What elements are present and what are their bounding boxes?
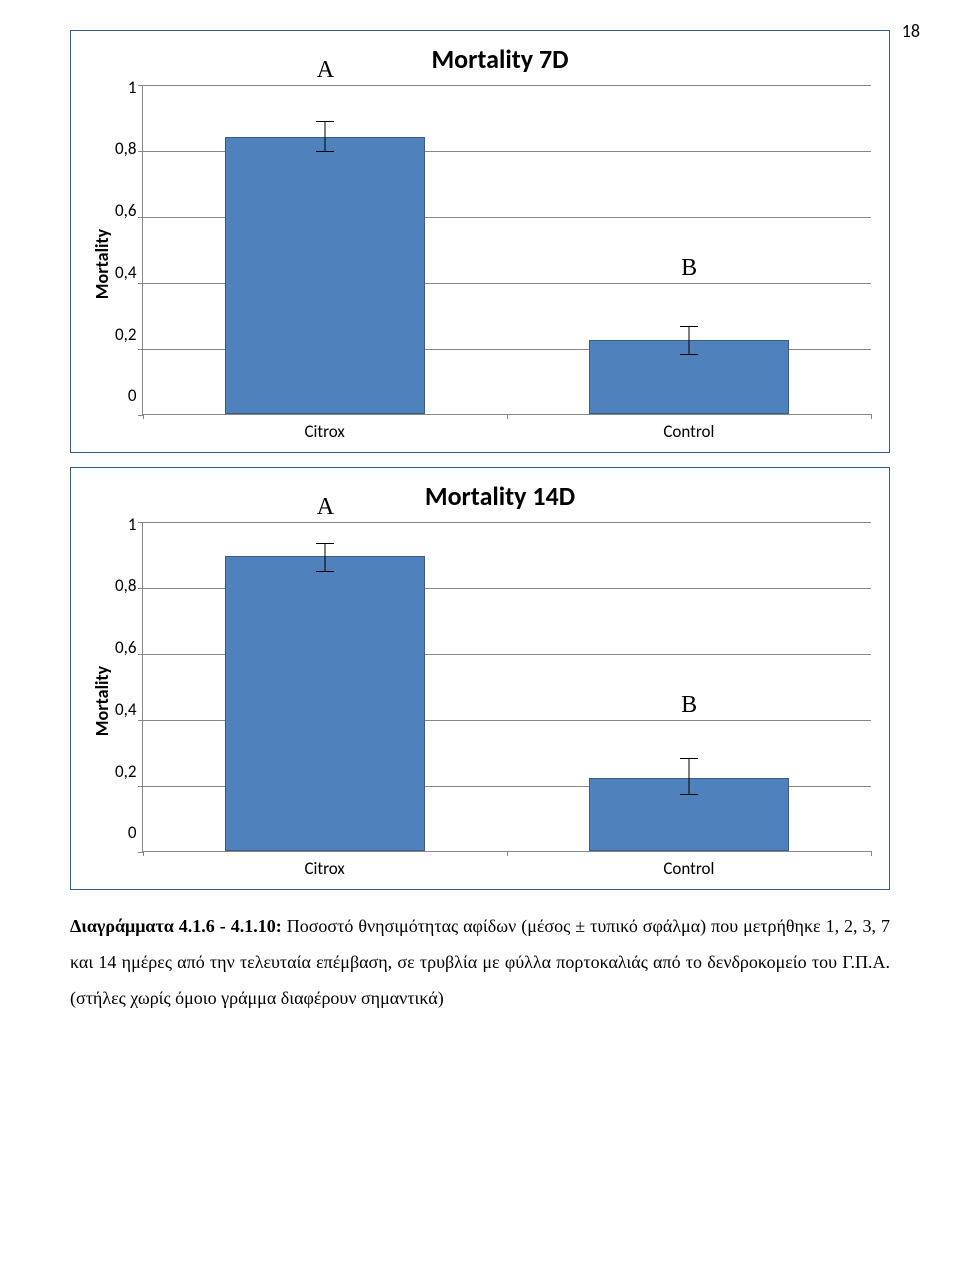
bar-slot: B <box>507 85 871 414</box>
error-bar <box>689 327 690 355</box>
chart-0: Mortality 7DMortality10,80,60,40,20ABCit… <box>70 30 890 453</box>
x-tick-label: Citrox <box>142 421 506 442</box>
figure-caption: Διαγράμματα 4.1.6 - 4.1.10: Ποσοστό θνησ… <box>70 908 890 1016</box>
plot: AB <box>142 522 871 852</box>
x-tick-label: Citrox <box>142 858 506 879</box>
error-cap-top <box>680 758 698 759</box>
chart-1: Mortality 14DMortality10,80,60,40,20ABCi… <box>70 467 890 890</box>
y-axis-label: Mortality <box>89 522 115 879</box>
y-ticks: 1 0,8 0,6 0,4 0,2 0 <box>115 77 142 407</box>
bar-letter: B <box>681 255 697 282</box>
x-tick-mark <box>507 414 508 419</box>
error-cap-bottom <box>680 794 698 795</box>
error-bar <box>325 122 326 152</box>
bar-letter: A <box>317 57 334 84</box>
caption-lead: Διαγράμματα 4.1.6 - 4.1.10: <box>70 916 282 936</box>
bar <box>225 137 425 414</box>
bar-letter: A <box>317 494 334 521</box>
y-tick-label: 0,6 <box>115 637 136 658</box>
chart-body: Mortality10,80,60,40,20ABCitroxControl <box>89 85 871 442</box>
page: 18 Mortality 7DMortality10,80,60,40,20AB… <box>0 0 960 1084</box>
y-ticks: 1 0,8 0,6 0,4 0,2 0 <box>115 514 142 844</box>
y-tick-label: 0,2 <box>115 324 136 345</box>
y-tick-label: 0 <box>128 822 137 843</box>
chart-title: Mortality 14D <box>89 480 871 512</box>
x-tick-label: Control <box>507 421 871 442</box>
error-cap-top <box>316 543 334 544</box>
x-tick-label: Control <box>507 858 871 879</box>
y-axis-label: Mortality <box>89 85 115 442</box>
page-number: 18 <box>902 20 920 42</box>
x-ticks: CitroxControl <box>142 852 871 879</box>
y-tick-label: 0 <box>128 385 137 406</box>
x-tick-mark <box>507 851 508 856</box>
bar-slot: A <box>143 522 507 851</box>
error-cap-top <box>680 326 698 327</box>
error-cap-bottom <box>316 571 334 572</box>
bar-slot: A <box>143 85 507 414</box>
plot-area: ABCitroxControl <box>142 85 871 442</box>
x-tick-mark <box>871 851 872 856</box>
y-tick-label: 0,6 <box>115 200 136 221</box>
x-ticks: CitroxControl <box>142 415 871 442</box>
y-tick-label: 0,4 <box>115 699 136 720</box>
plot-area: ABCitroxControl <box>142 522 871 879</box>
y-tick-label: 0,2 <box>115 761 136 782</box>
bars: AB <box>143 85 871 414</box>
error-cap-top <box>316 121 334 122</box>
y-tick-label: 1 <box>128 77 137 98</box>
y-tick-label: 1 <box>128 514 137 535</box>
y-tick-label: 0,8 <box>115 138 136 159</box>
chart-body: Mortality10,80,60,40,20ABCitroxControl <box>89 522 871 879</box>
charts-container: Mortality 7DMortality10,80,60,40,20ABCit… <box>70 30 890 890</box>
chart-title: Mortality 7D <box>89 43 871 75</box>
bars: AB <box>143 522 871 851</box>
y-tick-label: 0,8 <box>115 575 136 596</box>
error-bar <box>689 759 690 795</box>
bar-slot: B <box>507 522 871 851</box>
x-tick-mark <box>143 414 144 419</box>
x-tick-mark <box>871 414 872 419</box>
error-cap-bottom <box>316 151 334 152</box>
x-tick-mark <box>143 851 144 856</box>
error-cap-bottom <box>680 354 698 355</box>
bar-letter: B <box>681 692 697 719</box>
plot: AB <box>142 85 871 415</box>
error-bar <box>325 544 326 572</box>
y-tick-label: 0,4 <box>115 262 136 283</box>
bar <box>225 556 425 851</box>
